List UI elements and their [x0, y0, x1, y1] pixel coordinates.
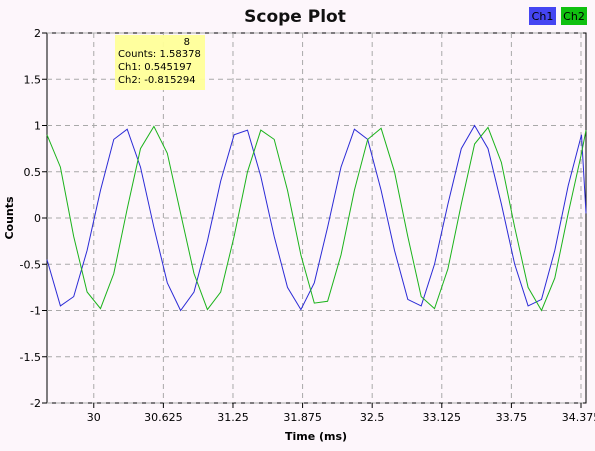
y-tick-label: -1 — [30, 305, 41, 318]
tooltip-ch2: Ch2: -0.815294 — [118, 75, 196, 86]
ticks-layer: 30 30.625 31.25 31.875 32.5 33.125 33.75 34.375… — [20, 27, 595, 424]
x-tick-label: 34.375 — [562, 411, 595, 424]
x-tick-label: 32.5 — [360, 411, 385, 424]
series-layer — [46, 124, 587, 312]
legend: Ch1 Ch2 — [529, 7, 587, 25]
y-tick-label: 1.5 — [24, 73, 42, 86]
grid-layer — [47, 32, 586, 404]
plot-area[interactable] — [46, 32, 587, 404]
y-tick-label: 0.5 — [24, 166, 42, 179]
cursor-tooltip: 8 Counts: 1.58378 Ch1: 0.545197 Ch2: -0.… — [115, 35, 205, 90]
tooltip-counts: Counts: 1.58378 — [118, 49, 201, 60]
x-tick-label: 30.625 — [144, 411, 183, 424]
legend-ch2-swatch — [561, 7, 587, 25]
x-tick-label: 30 — [87, 411, 101, 424]
x-tick-label: 33.75 — [496, 411, 528, 424]
x-tick-label: 31.25 — [217, 411, 249, 424]
tooltip-ch1: Ch1: 0.545197 — [118, 62, 192, 73]
legend-item-ch2[interactable]: Ch2 — [561, 7, 587, 25]
y-axis-label: Counts — [3, 196, 16, 240]
x-axis-label: Time (ms) — [285, 430, 347, 443]
y-tick-label: 1 — [34, 120, 41, 133]
x-tick-label: 33.125 — [423, 411, 462, 424]
y-tick-label: -0.5 — [20, 258, 41, 271]
tooltip-box — [115, 35, 205, 90]
y-tick-label: -2 — [30, 397, 41, 410]
y-tick-label: 0 — [34, 212, 41, 225]
x-tick-label: 31.875 — [283, 411, 322, 424]
tooltip-index: 8 — [184, 37, 190, 48]
legend-ch1-label: Ch1 — [532, 10, 554, 23]
series-line-ch2 — [46, 125, 587, 312]
legend-ch1-swatch — [529, 7, 556, 25]
chart-title: Scope Plot — [244, 7, 346, 27]
y-tick-label: -1.5 — [20, 351, 41, 364]
y-tick-label: 2 — [34, 27, 41, 40]
legend-item-ch1[interactable]: Ch1 — [529, 7, 556, 25]
legend-ch2-label: Ch2 — [563, 10, 585, 23]
